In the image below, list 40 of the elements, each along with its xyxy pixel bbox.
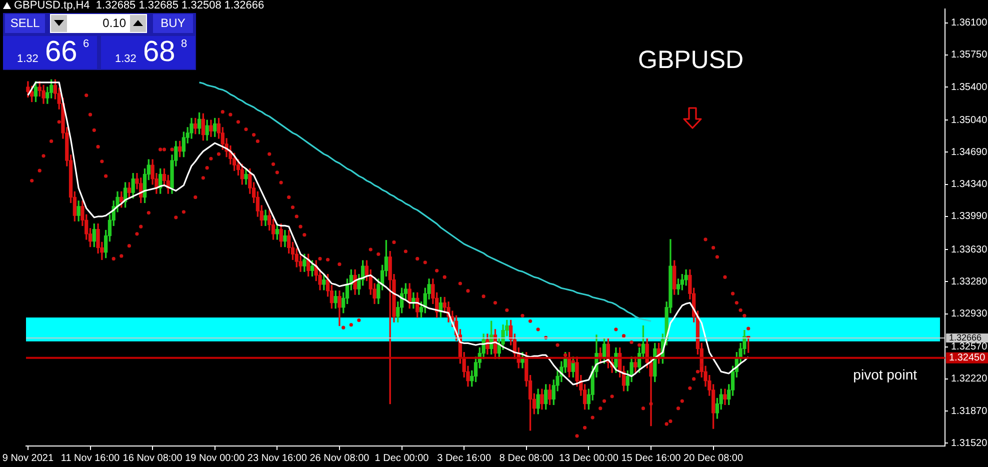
y-tick-label: 1.32570 [951,342,988,353]
x-tick-label: 3 Dec 16:00 [437,452,492,464]
annotation: 66 [45,36,78,69]
annotation: 6 [83,38,90,50]
annotation: 1.32 [17,53,38,65]
x-tick-label: 26 Nov 08:00 [310,452,370,464]
y-tick-label: 1.35040 [951,114,988,126]
annotation: 1.32 [115,53,136,65]
annotation: SELL [5,14,45,33]
chart-title: GBPUSD.tp,H4 1.32685 1.32685 1.32508 1.32666 [14,0,264,12]
ref-line-label: 1.32666 [949,332,982,343]
x-tick-label: 20 Dec 08:00 [684,452,744,464]
y-tick-label: 1.32930 [951,308,988,320]
y-tick-label: 1.31520 [951,438,988,449]
y-tick-label: 1.33280 [951,276,988,288]
x-tick-label: 8 Dec 08:00 [499,452,554,464]
annotation: 68 [143,36,176,69]
annotation: 8 [181,38,188,50]
y-tick-label: 1.35750 [951,50,988,61]
y-tick-label: 1.36100 [951,18,988,29]
annotation: 0.10 [102,15,126,32]
ref-line-label: 1.32450 [949,352,986,364]
annotation: BUY [153,14,193,33]
x-tick-label: 23 Nov 16:00 [247,452,308,464]
x-tick-label: 9 Nov 2021 [2,452,54,464]
x-tick-label: 11 Nov 16:00 [60,452,120,464]
annotation: pivot point [853,366,918,383]
annotation: GBPUSD [638,46,744,75]
x-tick-label: 1 Dec 00:00 [374,452,430,464]
x-tick-label: 16 Nov 08:00 [122,452,183,464]
y-tick-label: 1.34340 [951,179,988,190]
y-tick-label: 1.32220 [951,374,988,385]
y-tick-label: 1.31870 [951,406,988,417]
y-tick-label: 1.35400 [951,82,988,93]
x-tick-label: 19 Nov 00:00 [185,452,246,464]
y-tick-label: 1.34690 [951,146,988,158]
y-tick-label: 1.33990 [951,211,988,222]
x-tick-label: 15 Dec 16:00 [621,452,682,464]
y-tick-label: 1.33630 [951,244,988,256]
x-tick-label: 13 Dec 00:00 [558,452,619,464]
